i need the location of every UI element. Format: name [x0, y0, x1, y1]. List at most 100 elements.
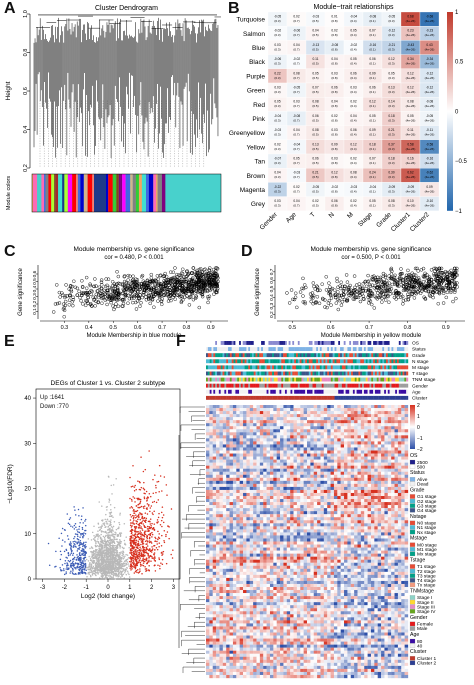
cell-value: 0.02: [274, 142, 280, 146]
volcano-point: [140, 564, 142, 566]
volcano-point: [109, 562, 111, 564]
scatter-point: [160, 300, 163, 303]
volcano-point: [125, 554, 127, 556]
volcano-point: [88, 572, 90, 574]
volcano-point: [79, 561, 81, 563]
volcano-point: [121, 557, 123, 559]
cell-pvalue: (4e-26): [425, 47, 435, 51]
volcano-point: [164, 476, 166, 478]
y-tick-label: 0: [28, 577, 32, 583]
volcano-point: [140, 562, 142, 564]
volcano-point: [106, 566, 108, 568]
volcano-point: [149, 493, 151, 495]
cell-value: 0.05: [293, 157, 299, 161]
volcano-point: [135, 517, 137, 519]
cell-pvalue: (0.4): [350, 47, 356, 51]
volcano-point: [119, 557, 121, 559]
scatter-point: [72, 280, 75, 283]
volcano-point: [145, 469, 147, 471]
volcano-point: [64, 529, 66, 531]
cell-pvalue: (0.8): [331, 204, 337, 208]
cell-pvalue: (0.1): [369, 90, 375, 94]
cell-value: -0.58: [426, 142, 433, 146]
cell-value: 0.01: [331, 15, 337, 19]
volcano-point: [100, 566, 102, 568]
volcano-point: [131, 568, 133, 570]
volcano-point: [110, 522, 112, 524]
cell-value: 0.06: [331, 86, 337, 90]
scatter-point: [373, 306, 376, 309]
volcano-point: [99, 544, 101, 546]
volcano-point: [100, 565, 102, 567]
y-tick-label: 0.4: [32, 285, 38, 292]
volcano-point: [116, 545, 118, 547]
volcano-point: [95, 550, 97, 552]
annotation-cell: [234, 341, 236, 345]
volcano-point: [115, 549, 117, 551]
annotation-cell: [298, 341, 300, 345]
x-tick-label: -3: [40, 585, 46, 591]
volcano-point: [92, 532, 94, 534]
volcano-point: [130, 522, 132, 524]
scatter-point: [424, 272, 427, 275]
volcano-point: [81, 569, 83, 571]
volcano-point: [113, 566, 115, 568]
volcano-point: [73, 546, 75, 548]
volcano-point: [111, 526, 113, 528]
annotation-cell: [290, 341, 292, 345]
volcano-point: [139, 523, 141, 525]
volcano-point: [102, 540, 104, 542]
volcano-point: [143, 547, 145, 549]
annotation-cell: [256, 341, 258, 345]
volcano-point: [146, 539, 148, 541]
volcano-point: [64, 563, 66, 565]
panel-c-letter: C: [4, 243, 16, 261]
scatter-point: [353, 286, 356, 289]
module-trait-heatmap: Module−trait relationshipsTurquoise-0.05…: [226, 0, 474, 240]
module-color-stripe: [165, 174, 170, 212]
volcano-point: [112, 517, 114, 519]
cell-value: -0.05: [388, 15, 395, 19]
cell-value: 0.04: [331, 100, 337, 104]
cell-value: 0.10: [407, 199, 413, 203]
volcano-point: [145, 540, 147, 542]
volcano-point: [127, 563, 129, 565]
y-tick-label: 0.5: [269, 285, 275, 292]
scatter-point: [452, 300, 455, 303]
cell-pvalue: (4e-26): [425, 133, 435, 137]
cell-value: 0.09: [331, 142, 337, 146]
cell-pvalue: (0.3): [388, 147, 394, 151]
annotation-cell: [329, 341, 331, 345]
annotation-cell: [355, 341, 357, 345]
volcano-point: [141, 487, 143, 489]
scatter-point: [380, 301, 383, 304]
cell-pvalue: (0.1): [369, 76, 375, 80]
volcano-points: [48, 450, 174, 579]
volcano-point: [129, 561, 131, 563]
volcano-point: [119, 563, 121, 565]
volcano-point: [110, 570, 112, 572]
cell-value: 0.14: [388, 100, 394, 104]
volcano-point: [113, 526, 115, 528]
cell-pvalue: (0.8): [331, 47, 337, 51]
volcano-point: [149, 555, 151, 557]
scatter-point: [301, 295, 304, 298]
volcano-point: [58, 538, 60, 540]
volcano-point: [82, 570, 84, 572]
volcano-point: [142, 559, 144, 561]
annotation-cell: [360, 341, 362, 345]
cell-pvalue: (0.4): [350, 104, 356, 108]
volcano-point: [99, 555, 101, 557]
volcano-point: [99, 549, 101, 551]
volcano-point: [90, 558, 92, 560]
volcano-point: [77, 556, 79, 558]
annotation-cell: [213, 347, 215, 351]
scatter-point: [285, 291, 288, 294]
volcano-point: [121, 532, 123, 534]
cell-value: 0.22: [274, 71, 280, 75]
volcano-point: [142, 529, 144, 531]
volcano-point: [106, 554, 108, 556]
volcano-point: [83, 558, 85, 560]
volcano-point: [101, 530, 103, 532]
volcano-point: [130, 525, 132, 527]
